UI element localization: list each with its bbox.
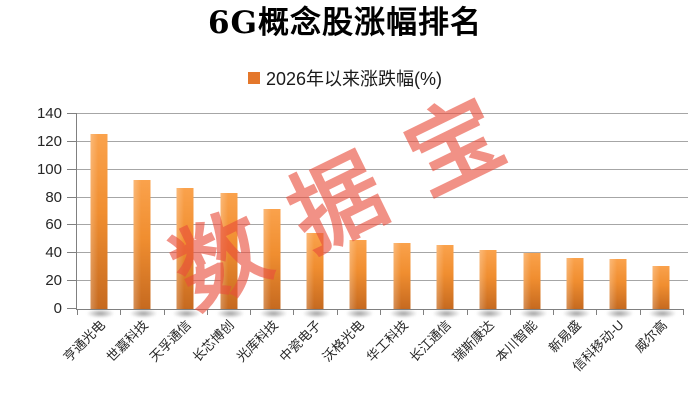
- x-category-label: 瑞斯康达: [449, 317, 498, 365]
- y-axis-tick: [67, 308, 77, 309]
- x-axis-labels: 亨通光电 世嘉科技 天孚通信 长芯博创 光库科技 中瓷电子 沃格光电 华工科技 长江通信 瑞斯康达…: [60, 310, 682, 411]
- bar: [652, 265, 670, 309]
- x-axis-tick: [466, 309, 468, 315]
- bar: [133, 179, 151, 309]
- chart-title: 6G概念股涨幅排名: [207, 5, 483, 41]
- x-axis-tick: [293, 309, 295, 315]
- bar: [306, 233, 324, 309]
- bar: [609, 259, 627, 309]
- x-axis-tick: [163, 309, 165, 315]
- gridline: [77, 224, 688, 226]
- gridline: [77, 280, 688, 282]
- x-axis-tick: [120, 309, 122, 315]
- bar: [220, 193, 237, 309]
- y-tick-label: 0: [53, 300, 62, 317]
- gridline: [77, 196, 688, 198]
- plot-area: [67, 113, 688, 315]
- legend-swatch-icon: [247, 72, 260, 84]
- y-tick-label: 120: [36, 132, 62, 150]
- legend-label: 2026年以来涨跌幅(%): [265, 69, 443, 89]
- bar: [90, 134, 108, 309]
- x-category-label: 本川智能: [493, 317, 541, 365]
- y-tick-label: 60: [45, 216, 62, 234]
- bar: [523, 253, 540, 309]
- bar: [566, 257, 584, 309]
- bar: [436, 244, 454, 309]
- bar: [349, 240, 367, 309]
- y-axis-tick: [67, 140, 77, 142]
- gridline: [77, 252, 688, 254]
- y-tick-label: 20: [45, 272, 62, 290]
- x-axis-tick: [77, 309, 78, 315]
- x-category-label: 华工科技: [363, 317, 411, 365]
- x-axis-tick: [250, 309, 252, 315]
- x-category-label: 亨通光电: [60, 317, 108, 365]
- y-tick-label: 140: [36, 105, 62, 122]
- x-axis-tick: [206, 309, 208, 315]
- x-category-label: 新易盛: [545, 317, 584, 356]
- y-tick-label: 100: [36, 160, 62, 178]
- x-category-label: 沃格光电: [319, 317, 368, 365]
- y-axis-tick: [67, 252, 77, 254]
- gridline: [77, 140, 688, 142]
- legend: 2026年以来涨跌幅(%): [0, 66, 690, 90]
- y-axis-tick: [67, 168, 77, 170]
- x-axis-tick: [380, 309, 381, 315]
- x-category-label: 威尔高: [632, 317, 671, 356]
- y-tick-label: 40: [45, 244, 62, 262]
- x-axis-tick: [509, 309, 511, 315]
- x-axis-tick: [683, 309, 684, 315]
- gridline: [77, 168, 688, 170]
- x-category-label: 长江通信: [406, 317, 454, 365]
- x-axis-tick: [553, 309, 555, 315]
- y-tick-label: 80: [45, 188, 62, 206]
- bar: [176, 187, 194, 309]
- y-axis-tick: [67, 280, 77, 282]
- y-axis-tick: [67, 224, 77, 226]
- x-category-label: 长芯博创: [190, 317, 238, 365]
- x-axis-tick: [336, 309, 338, 315]
- y-axis-tick: [67, 196, 77, 198]
- x-category-label: 光库科技: [233, 317, 281, 365]
- gridline: [77, 113, 688, 114]
- x-category-label: 天孚通信: [146, 317, 195, 365]
- x-axis-tick: [639, 309, 641, 315]
- bar: [479, 249, 497, 309]
- y-axis-labels: 0 20 40 60 80 100 120 140: [0, 106, 62, 317]
- x-category-label: 世嘉科技: [103, 317, 151, 365]
- x-category-label: 中瓷电子: [276, 317, 324, 365]
- bar: [393, 242, 411, 309]
- y-axis-tick: [67, 113, 77, 114]
- x-axis-tick: [596, 309, 598, 315]
- x-axis-tick: [423, 309, 425, 315]
- bar: [263, 209, 281, 309]
